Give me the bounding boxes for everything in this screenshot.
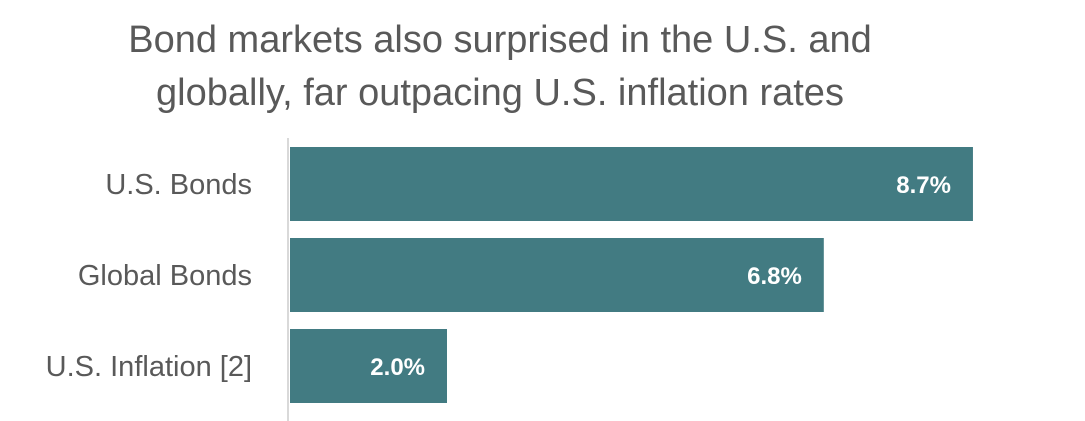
data-label-2: 2.0% [370, 354, 425, 381]
category-label-1: Global Bonds [78, 260, 252, 292]
category-label-0: U.S. Bonds [105, 169, 252, 201]
bar-0 [290, 147, 973, 221]
bar-1 [290, 238, 824, 312]
bars-layer: U.S. Bonds 8.7% Global Bonds 6.8% U.S. Infla… [46, 147, 973, 403]
category-label-2: U.S. Inflation [2] [46, 351, 252, 383]
data-label-1: 6.8% [747, 263, 802, 290]
chart-title-line-1: Bond markets also surprised in the U.S. … [128, 19, 872, 61]
data-label-0: 8.7% [896, 172, 951, 199]
chart-title: Bond markets also surprised in the U.S. … [0, 14, 1000, 120]
bar-2 [290, 329, 447, 403]
chart-title-line-2: globally, far outpacing U.S. inflation r… [156, 72, 844, 114]
